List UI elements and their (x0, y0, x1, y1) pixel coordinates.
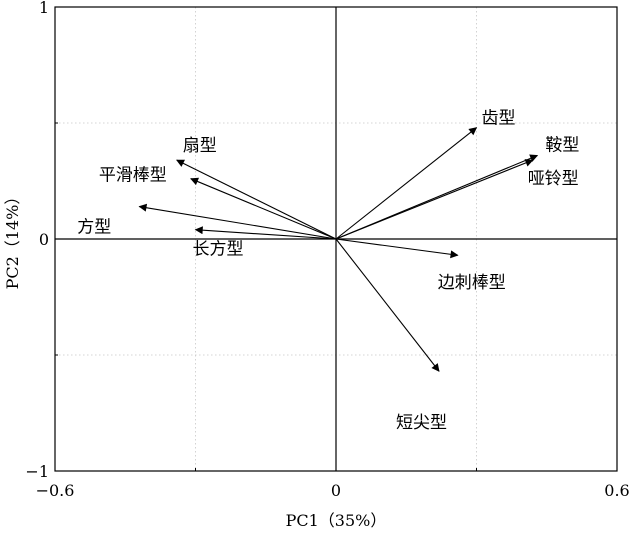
x-tick-label: 0 (331, 481, 341, 500)
vector-label: 鞍型 (545, 135, 579, 155)
vector-arrow (194, 226, 337, 240)
y-tick-label: 0 (39, 230, 49, 249)
vector-label: 平滑棒型 (99, 166, 167, 186)
loading-vector: 长方型 (193, 226, 337, 260)
x-tick-label: 0.6 (604, 481, 629, 500)
x-axis-label: PC1（35%） (286, 511, 387, 530)
vector-label: 扇型 (183, 136, 217, 156)
vector-arrow (138, 203, 337, 240)
loading-vector: 扇型 (176, 136, 337, 240)
vector-label: 方型 (77, 218, 111, 238)
vector-label: 齿型 (482, 109, 516, 129)
vector-arrow (176, 159, 337, 240)
vector-arrow (335, 159, 534, 240)
vector-label: 短尖型 (396, 413, 447, 433)
vector-label: 哑铃型 (528, 169, 579, 189)
loading-vector: 边刺棒型 (335, 238, 506, 293)
loading-vector: 短尖型 (335, 238, 447, 433)
vector-arrow (190, 177, 337, 240)
y-tick-label: −1 (25, 462, 49, 481)
vector-arrow (335, 238, 459, 259)
vector-label: 长方型 (193, 240, 244, 260)
y-tick-label: 1 (39, 0, 49, 17)
loading-vector: 哑铃型 (335, 159, 579, 240)
y-axis-label: PC2（14%） (3, 189, 22, 290)
loading-vector: 方型 (77, 203, 337, 240)
vector-arrow (335, 238, 440, 372)
loading-vector: 齿型 (335, 109, 516, 240)
vector-label: 边刺棒型 (438, 273, 506, 293)
vector-arrow (335, 127, 478, 240)
loading-vector: 平滑棒型 (99, 166, 337, 240)
x-tick-label: −0.6 (36, 481, 75, 500)
axis-ticks: −0.6 0 0.6 −1 0 1 (25, 0, 629, 500)
